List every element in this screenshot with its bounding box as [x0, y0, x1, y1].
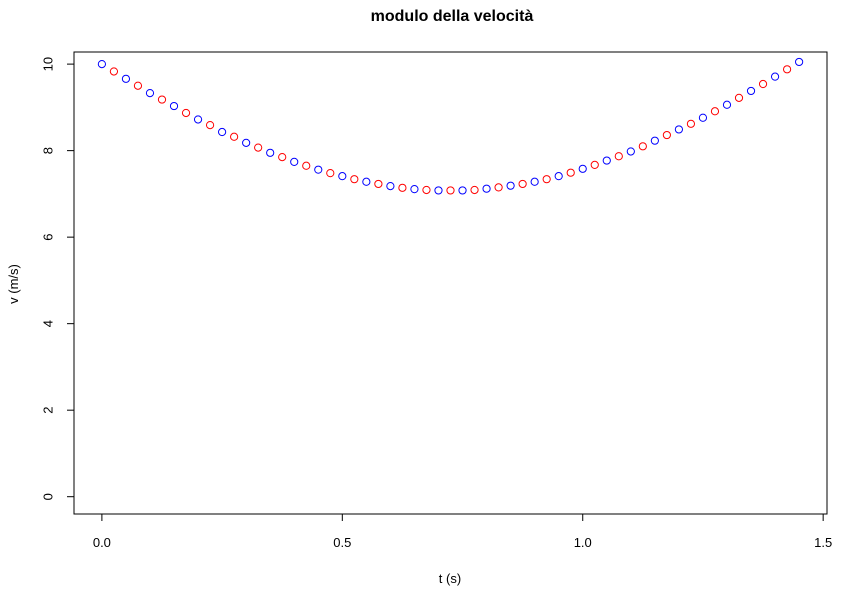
- data-point: [578, 164, 587, 173]
- data-point: [290, 157, 299, 166]
- data-point: [482, 184, 491, 193]
- data-point: [542, 175, 551, 184]
- x-tick-label: 0.5: [333, 535, 351, 550]
- data-point: [302, 161, 311, 170]
- data-point: [97, 60, 106, 69]
- x-tick-label: 0.0: [93, 535, 111, 550]
- y-tick-label: 6: [41, 234, 56, 241]
- data-point: [169, 101, 179, 111]
- data-point: [434, 186, 443, 195]
- data-point: [686, 119, 696, 128]
- data-point: [458, 186, 467, 195]
- data-point: [674, 125, 684, 134]
- y-tick-label: 2: [41, 407, 56, 414]
- data-points: [97, 57, 804, 195]
- data-point: [326, 169, 335, 178]
- data-point: [746, 86, 756, 96]
- data-point: [254, 143, 263, 152]
- data-point: [374, 179, 383, 189]
- data-point: [133, 81, 143, 90]
- x-axis: 0.0 0.5 1.0 1.5: [93, 513, 832, 550]
- y-axis-label: v (m/s): [6, 264, 21, 304]
- data-point: [398, 183, 407, 192]
- data-point: [602, 156, 611, 165]
- data-point: [698, 113, 708, 122]
- data-point: [494, 183, 503, 192]
- data-point: [193, 115, 203, 124]
- plot-frame: [73, 51, 828, 515]
- x-tick-label: 1.5: [814, 535, 832, 550]
- data-point: [770, 72, 780, 81]
- data-point: [121, 74, 131, 83]
- data-point: [278, 153, 287, 162]
- data-point: [638, 142, 647, 151]
- data-point: [470, 185, 479, 195]
- data-point: [758, 79, 768, 89]
- data-point: [662, 130, 671, 140]
- data-point: [422, 185, 431, 195]
- data-point: [590, 160, 599, 170]
- y-tick-label: 4: [41, 320, 56, 327]
- data-point: [566, 168, 575, 177]
- x-tick-label: 1.0: [574, 535, 592, 550]
- data-point: [386, 182, 395, 191]
- data-point: [338, 172, 347, 181]
- x-axis-label: t (s): [439, 571, 461, 586]
- data-point: [626, 147, 635, 156]
- data-point: [530, 177, 539, 186]
- chart-title: modulo della velocità: [371, 8, 534, 25]
- y-tick-label: 0: [41, 493, 56, 500]
- data-point: [145, 88, 155, 98]
- data-point: [518, 179, 527, 189]
- data-point: [157, 95, 167, 104]
- data-point: [734, 93, 744, 102]
- data-point: [710, 107, 720, 116]
- data-point: [650, 136, 659, 145]
- data-point: [230, 132, 239, 141]
- data-point: [350, 175, 359, 184]
- y-axis: 0 2 4 6 8 10: [41, 57, 75, 500]
- data-point: [795, 57, 804, 67]
- data-point: [506, 181, 515, 190]
- data-point: [782, 65, 792, 74]
- data-point: [266, 148, 275, 157]
- data-point: [242, 138, 251, 147]
- data-point: [181, 108, 191, 118]
- data-point: [722, 100, 732, 109]
- y-tick-label: 8: [41, 147, 56, 154]
- data-point: [109, 67, 119, 76]
- data-point: [446, 186, 455, 195]
- data-point: [217, 127, 227, 137]
- data-point: [410, 185, 419, 194]
- data-point: [554, 172, 563, 181]
- data-point: [205, 121, 215, 130]
- data-point: [362, 177, 371, 186]
- y-tick-label: 10: [41, 57, 56, 71]
- data-point: [614, 152, 623, 161]
- data-point: [314, 165, 323, 174]
